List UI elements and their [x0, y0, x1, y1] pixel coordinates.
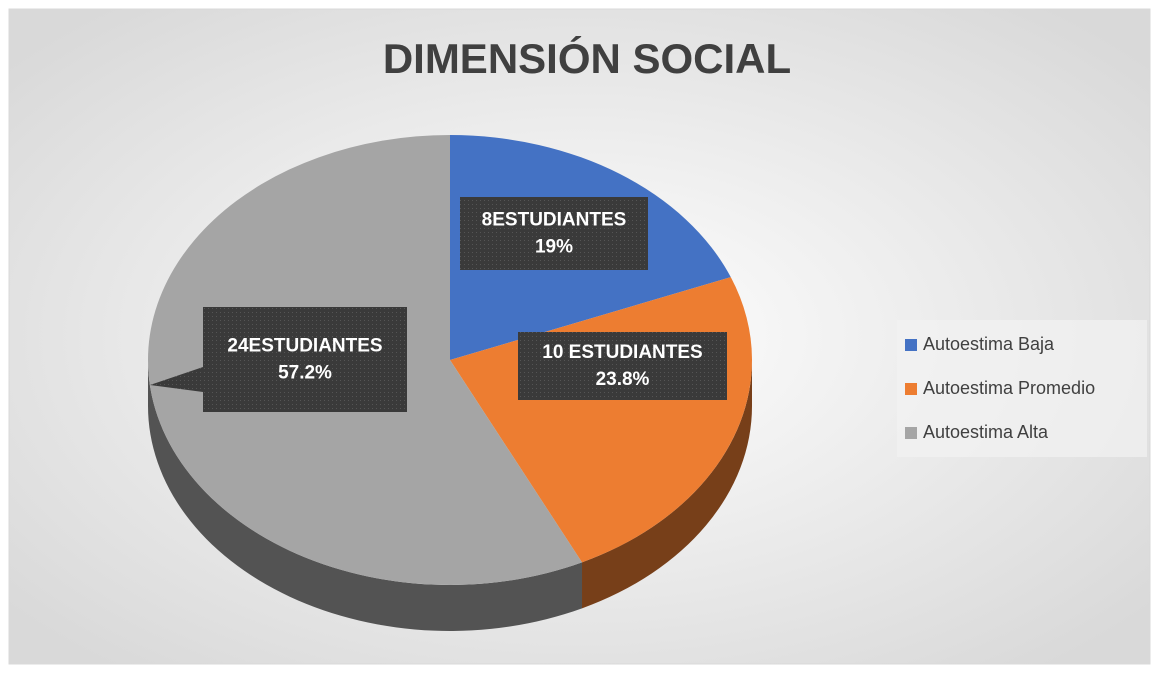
slice-side	[148, 360, 583, 632]
slice-side	[582, 360, 752, 609]
data-label-box	[203, 307, 407, 412]
label-pointer	[150, 367, 203, 392]
legend-swatch	[905, 383, 917, 395]
legend-label: Autoestima Baja	[923, 334, 1055, 354]
legend-swatch	[905, 339, 917, 351]
legend-label: Autoestima Promedio	[923, 378, 1095, 398]
legend-box	[897, 320, 1147, 457]
data-label-box	[460, 197, 648, 270]
legend-swatch	[905, 427, 917, 439]
data-label: 57.2%	[278, 363, 332, 384]
data-label-count: 10 ESTUDIANTES	[542, 342, 702, 363]
legend-label: Autoestima Alta	[923, 422, 1049, 442]
chart-title: DIMENSIÓN SOCIAL	[383, 34, 791, 82]
data-label-box	[518, 332, 727, 400]
data-label: 23.8%	[596, 369, 650, 390]
data-label-count: 8ESTUDIANTES	[482, 210, 627, 231]
data-label: 19%	[535, 237, 573, 258]
data-label-count: 24ESTUDIANTES	[227, 336, 382, 357]
